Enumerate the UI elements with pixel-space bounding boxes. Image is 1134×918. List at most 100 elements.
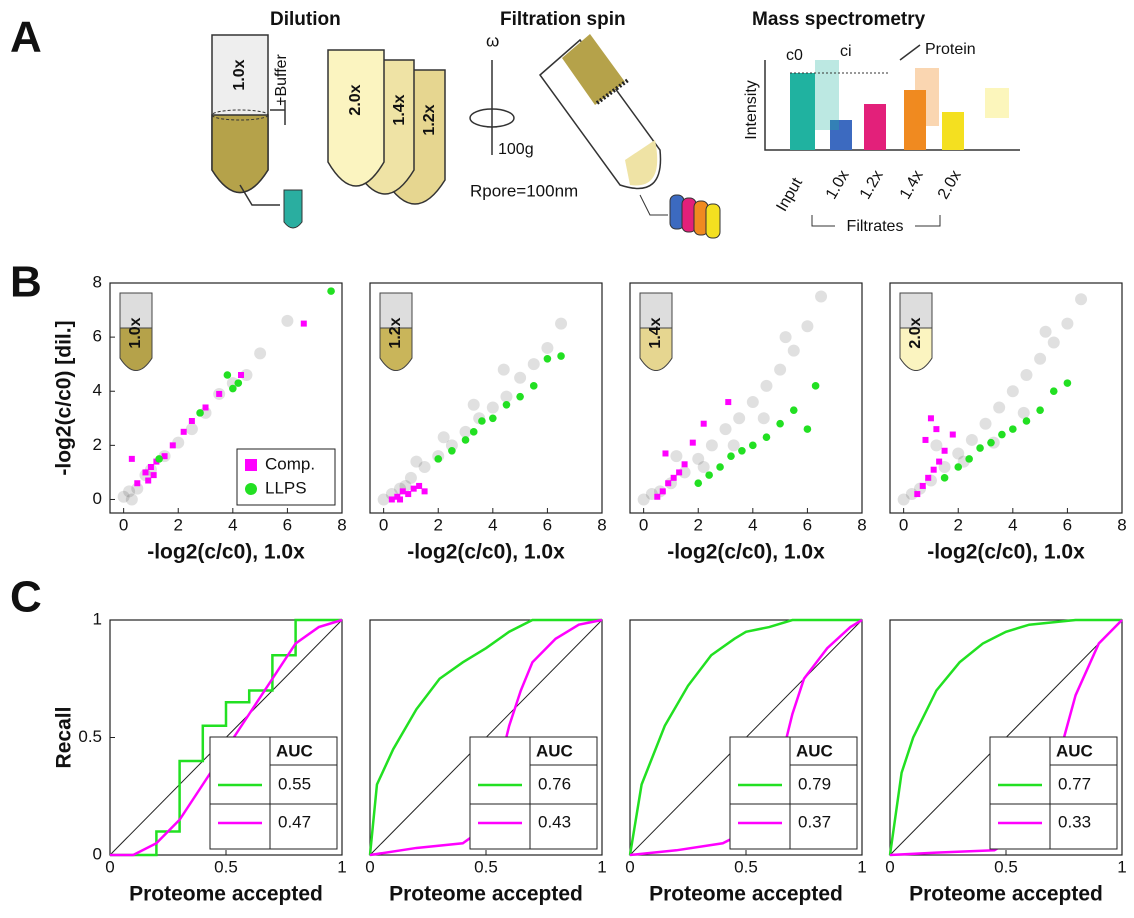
x-axis-label: -log2(c/c0), 1.0x xyxy=(147,541,305,564)
point xyxy=(153,458,160,465)
background-point xyxy=(801,320,814,333)
point xyxy=(681,461,688,468)
background-point xyxy=(1020,369,1033,381)
background-point xyxy=(670,450,683,463)
x-tick-label: 1 xyxy=(1117,857,1126,876)
point xyxy=(776,419,784,428)
point xyxy=(789,406,798,414)
plot-frame xyxy=(629,282,863,514)
chart: 0 0.5 1 0 0.5 1 Proteome accepted Recall AUC 0.55… xyxy=(53,609,347,905)
background-point xyxy=(281,314,294,327)
point xyxy=(936,458,943,465)
filtrates: Filtrates xyxy=(847,218,904,235)
tube-label: 1.0x xyxy=(231,59,248,90)
point xyxy=(689,439,696,446)
chart: 0 0.5 1 Proteome accepted AUC 0.79 0.37 xyxy=(625,618,867,906)
panel-label: C xyxy=(10,573,42,622)
inset-label: 2.0x xyxy=(907,317,924,348)
point xyxy=(180,428,187,435)
ci: ci xyxy=(840,43,852,60)
background-point xyxy=(637,493,650,506)
heading: Filtration spin xyxy=(500,9,626,30)
x-tick-label: 0 xyxy=(885,857,894,876)
point xyxy=(933,426,940,433)
background-point xyxy=(497,363,510,376)
point xyxy=(238,372,245,378)
background-point xyxy=(185,423,198,436)
panel-label: A xyxy=(10,13,42,62)
x-tick-label: 0.5 xyxy=(474,857,498,876)
background-point xyxy=(1047,336,1060,349)
legend-title: AUC xyxy=(276,741,313,760)
point xyxy=(410,485,417,492)
point xyxy=(516,392,524,401)
background-point xyxy=(1075,293,1088,306)
legend-box xyxy=(729,736,858,850)
point xyxy=(954,463,963,471)
tube-fill xyxy=(119,327,153,371)
chart: 0 2 4 6 8 -log2(c/c0), 1.0x 2.0x xyxy=(889,282,1127,564)
point xyxy=(1022,417,1031,425)
x-axis-label: Proteome accepted xyxy=(649,883,843,906)
background-point xyxy=(779,331,792,344)
point xyxy=(557,352,565,360)
x-tick-label: 0 xyxy=(899,515,908,534)
point xyxy=(229,384,237,393)
y-axis-label: Recall xyxy=(53,707,76,769)
point xyxy=(927,415,934,422)
point xyxy=(949,431,956,438)
x-tick-label: 8 xyxy=(597,515,606,534)
background-point xyxy=(897,493,910,506)
point xyxy=(919,482,926,489)
y-tick-label: 6 xyxy=(93,327,102,346)
y-tick-label: 1 xyxy=(93,609,102,628)
background-point xyxy=(541,341,554,354)
point xyxy=(421,488,428,495)
point xyxy=(1063,379,1072,387)
point xyxy=(811,382,820,390)
point xyxy=(662,450,669,457)
legend-box xyxy=(989,736,1118,850)
point xyxy=(749,441,757,450)
point xyxy=(397,496,404,503)
point xyxy=(489,414,497,423)
heading: Dilution xyxy=(270,9,341,30)
x-axis-label: Proteome accepted xyxy=(129,883,323,906)
background-point xyxy=(965,433,978,446)
x-tick-label: 6 xyxy=(1063,515,1072,534)
point xyxy=(300,320,307,327)
legend-label: Comp. xyxy=(265,454,315,473)
tube-fill xyxy=(639,327,673,371)
point xyxy=(469,428,478,436)
inset-tube: 1.2x xyxy=(379,292,413,371)
point xyxy=(416,482,423,489)
point xyxy=(914,491,921,498)
input: Input xyxy=(773,175,806,215)
point xyxy=(803,425,812,433)
x-tick-label: 0 xyxy=(379,515,388,534)
x-axis-label: Proteome accepted xyxy=(909,883,1103,906)
background-point xyxy=(1017,406,1030,419)
y-tick-label: 0 xyxy=(93,844,102,863)
point xyxy=(965,455,973,463)
x-tick-label: 1 xyxy=(597,857,606,876)
roc-line xyxy=(888,618,1122,856)
x-tick-label: 6 xyxy=(543,515,552,534)
tube-label: 2.0x xyxy=(347,84,364,115)
sample: 2.0x xyxy=(935,168,965,203)
pore: Rpore=100nm xyxy=(470,181,578,200)
background-point xyxy=(1034,352,1047,365)
x-tick-label: 8 xyxy=(857,515,866,534)
background-point xyxy=(979,417,992,430)
x-tick-label: 4 xyxy=(228,515,237,534)
legend-title: AUC xyxy=(796,741,833,760)
legend-title: AUC xyxy=(1056,741,1093,760)
tube-label: 1.4x xyxy=(391,94,408,125)
point xyxy=(654,493,661,500)
background-point xyxy=(757,412,770,425)
legend-box xyxy=(236,448,336,506)
point xyxy=(1036,406,1044,414)
background-point xyxy=(1061,317,1074,330)
background-point xyxy=(733,412,746,425)
point xyxy=(188,418,195,424)
